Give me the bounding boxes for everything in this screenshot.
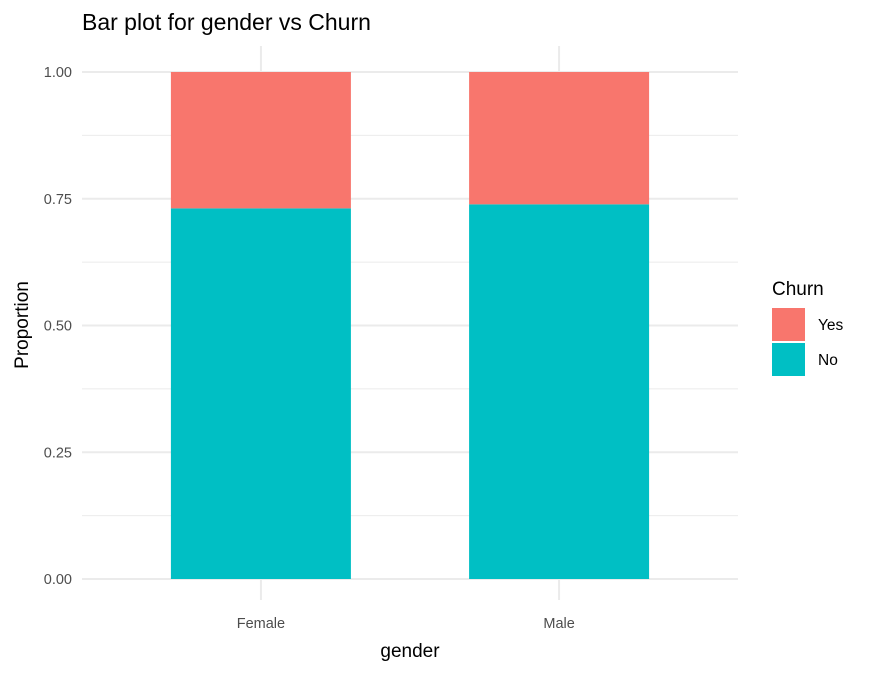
y-tick-label: 0.50 <box>44 319 72 335</box>
x-axis-ticks: Female Male <box>237 616 575 632</box>
x-tick-label: Male <box>543 616 574 632</box>
bars <box>170 72 650 579</box>
bar-yes-male <box>469 72 650 205</box>
y-tick-label: 0.25 <box>44 445 72 461</box>
y-axis-ticks: 0.00 0.25 0.50 0.75 1.00 <box>44 65 72 588</box>
chart-title: Bar plot for gender vs Churn <box>82 9 371 35</box>
legend: Churn Yes No <box>772 279 844 376</box>
legend-items: Yes No <box>772 308 844 376</box>
x-tick-label: Female <box>237 616 285 632</box>
legend-swatch-yes <box>772 308 805 341</box>
y-tick-label: 0.75 <box>44 192 72 208</box>
legend-label-no: No <box>818 352 838 369</box>
y-tick-label: 1.00 <box>44 65 72 81</box>
bar-yes-female <box>170 72 351 209</box>
x-axis-title: gender <box>380 641 440 662</box>
y-tick-label: 0.00 <box>44 572 72 588</box>
bar-no-female <box>170 208 351 579</box>
legend-label-yes: Yes <box>818 317 844 334</box>
legend-title: Churn <box>772 279 824 300</box>
legend-swatch-no <box>772 343 805 376</box>
bar-no-male <box>469 204 650 579</box>
y-axis-title: Proportion <box>12 281 33 369</box>
